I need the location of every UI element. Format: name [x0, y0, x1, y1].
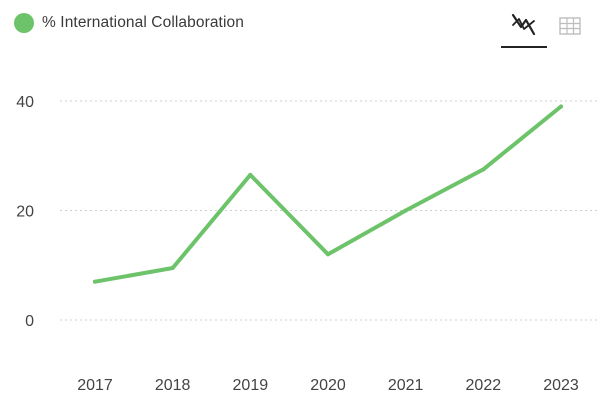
data-point-2022[interactable] — [481, 167, 486, 172]
series-layer — [93, 104, 563, 284]
data-point-2019[interactable] — [248, 172, 253, 177]
x-tick-label: 2018 — [155, 377, 191, 394]
x-tick-label: 2017 — [77, 377, 113, 394]
data-point-2021[interactable] — [403, 208, 408, 213]
x-tick-label: 2021 — [388, 377, 424, 394]
data-point-2020[interactable] — [326, 252, 330, 257]
chart-view-button[interactable] — [501, 4, 547, 48]
legend-label: % International Collaboration — [42, 14, 244, 31]
x-tick-label: 2019 — [233, 377, 269, 394]
table-grid-icon — [559, 17, 581, 35]
table-view-button[interactable] — [547, 4, 593, 48]
data-point-2018[interactable] — [170, 265, 175, 270]
y-tick-label: 0 — [25, 313, 34, 330]
y-axis-ticks: 0 20 40 — [16, 94, 34, 330]
data-point-2023[interactable] — [559, 104, 563, 109]
x-tick-label: 2022 — [466, 377, 502, 394]
x-tick-label: 2023 — [543, 377, 579, 394]
view-toggle — [501, 4, 593, 48]
legend-swatch — [14, 13, 34, 33]
x-axis-ticks: 2017 2018 2019 2020 2021 2022 2023 — [77, 377, 579, 394]
data-point-2017[interactable] — [93, 279, 97, 284]
y-tick-label: 20 — [16, 204, 34, 221]
x-tick-label: 2020 — [310, 377, 346, 394]
y-tick-label: 40 — [16, 94, 34, 111]
grid-layer — [60, 100, 600, 321]
chart-legend: % International Collaboration — [14, 12, 244, 34]
line-chart-icon — [511, 13, 536, 36]
